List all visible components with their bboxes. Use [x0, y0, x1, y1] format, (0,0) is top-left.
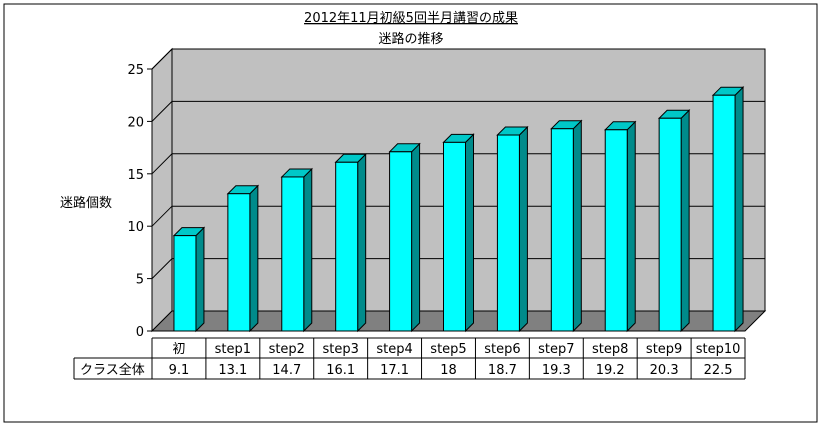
x-tick-label: step1: [215, 342, 251, 357]
bar-front: [712, 94, 736, 332]
y-tick-label: 0: [136, 325, 144, 340]
bar-front: [496, 134, 520, 332]
bar-side: [680, 109, 690, 333]
x-tick-label: step5: [430, 342, 466, 357]
y-axis-label: 迷路個数: [60, 195, 112, 211]
gridline: [151, 100, 765, 122]
bar-7: [550, 119, 583, 333]
bar-side: [303, 167, 313, 333]
gridline: [151, 48, 765, 70]
data-label: 19.2: [596, 363, 625, 378]
x-tick-label: step6: [484, 342, 520, 357]
bar-side: [626, 120, 636, 333]
bar-side: [572, 119, 582, 333]
bar-front: [281, 176, 305, 332]
bar-side: [518, 125, 528, 333]
bar-front: [335, 161, 359, 332]
x-tick-label: step10: [696, 342, 741, 357]
bar-0: [172, 226, 206, 333]
bar-1: [226, 184, 260, 333]
bars: [172, 85, 745, 333]
x-tick-label: step4: [376, 342, 412, 357]
bar-front: [389, 151, 413, 332]
x-tick-label: step3: [322, 342, 358, 357]
y-tick-label: 15: [127, 168, 144, 183]
y-tick-label: 25: [127, 63, 144, 78]
bar-6: [496, 125, 529, 333]
bar-front: [443, 141, 466, 332]
bar-side: [249, 184, 259, 333]
bar-front: [227, 193, 251, 332]
data-label: 13.1: [218, 363, 247, 378]
bar-side: [411, 142, 421, 333]
x-tick-label: 初: [172, 342, 185, 357]
bar-side: [195, 226, 205, 333]
bar-3: [334, 153, 367, 333]
x-tick-label: step9: [646, 342, 682, 357]
bar-side: [357, 153, 367, 333]
side-wall: [151, 47, 173, 333]
bar-9: [657, 109, 691, 333]
y-tick-label: 5: [136, 273, 144, 288]
chart-title: 2012年11月初級5回半月講習の成果: [304, 10, 518, 26]
x-tick-label: step2: [269, 342, 305, 357]
y-tick-label: 20: [127, 115, 144, 130]
x-tick-label: step7: [538, 342, 574, 357]
bar-front: [173, 235, 197, 332]
data-label: 18: [440, 363, 457, 378]
bar-8: [604, 120, 637, 333]
bar-5: [442, 133, 475, 333]
bar-side: [734, 85, 744, 333]
data-label: 19.3: [542, 363, 571, 378]
bar-front: [550, 128, 574, 332]
data-label: 18.7: [488, 363, 517, 378]
data-label: 20.3: [650, 363, 679, 378]
bar-10: [711, 85, 745, 333]
data-table: クラス全体 初 9.1 step1 13.1 step2 14.7 step3 16.1 step…: [73, 337, 746, 380]
data-label: 16.1: [326, 363, 355, 378]
chart-subtitle: 迷路の推移: [378, 31, 443, 47]
bar-side: [465, 133, 474, 333]
data-label: 17.1: [380, 363, 409, 378]
bar-front: [658, 117, 682, 332]
bar-front: [604, 129, 628, 332]
series-label: クラス全体: [80, 362, 145, 378]
data-label: 22.5: [704, 363, 733, 378]
x-tick-label: step8: [592, 342, 628, 357]
bar-2: [280, 167, 313, 333]
y-tick-label: 10: [127, 220, 144, 235]
data-label: 14.7: [272, 363, 301, 378]
data-label: 9.1: [169, 363, 190, 378]
bar-4: [388, 142, 421, 333]
